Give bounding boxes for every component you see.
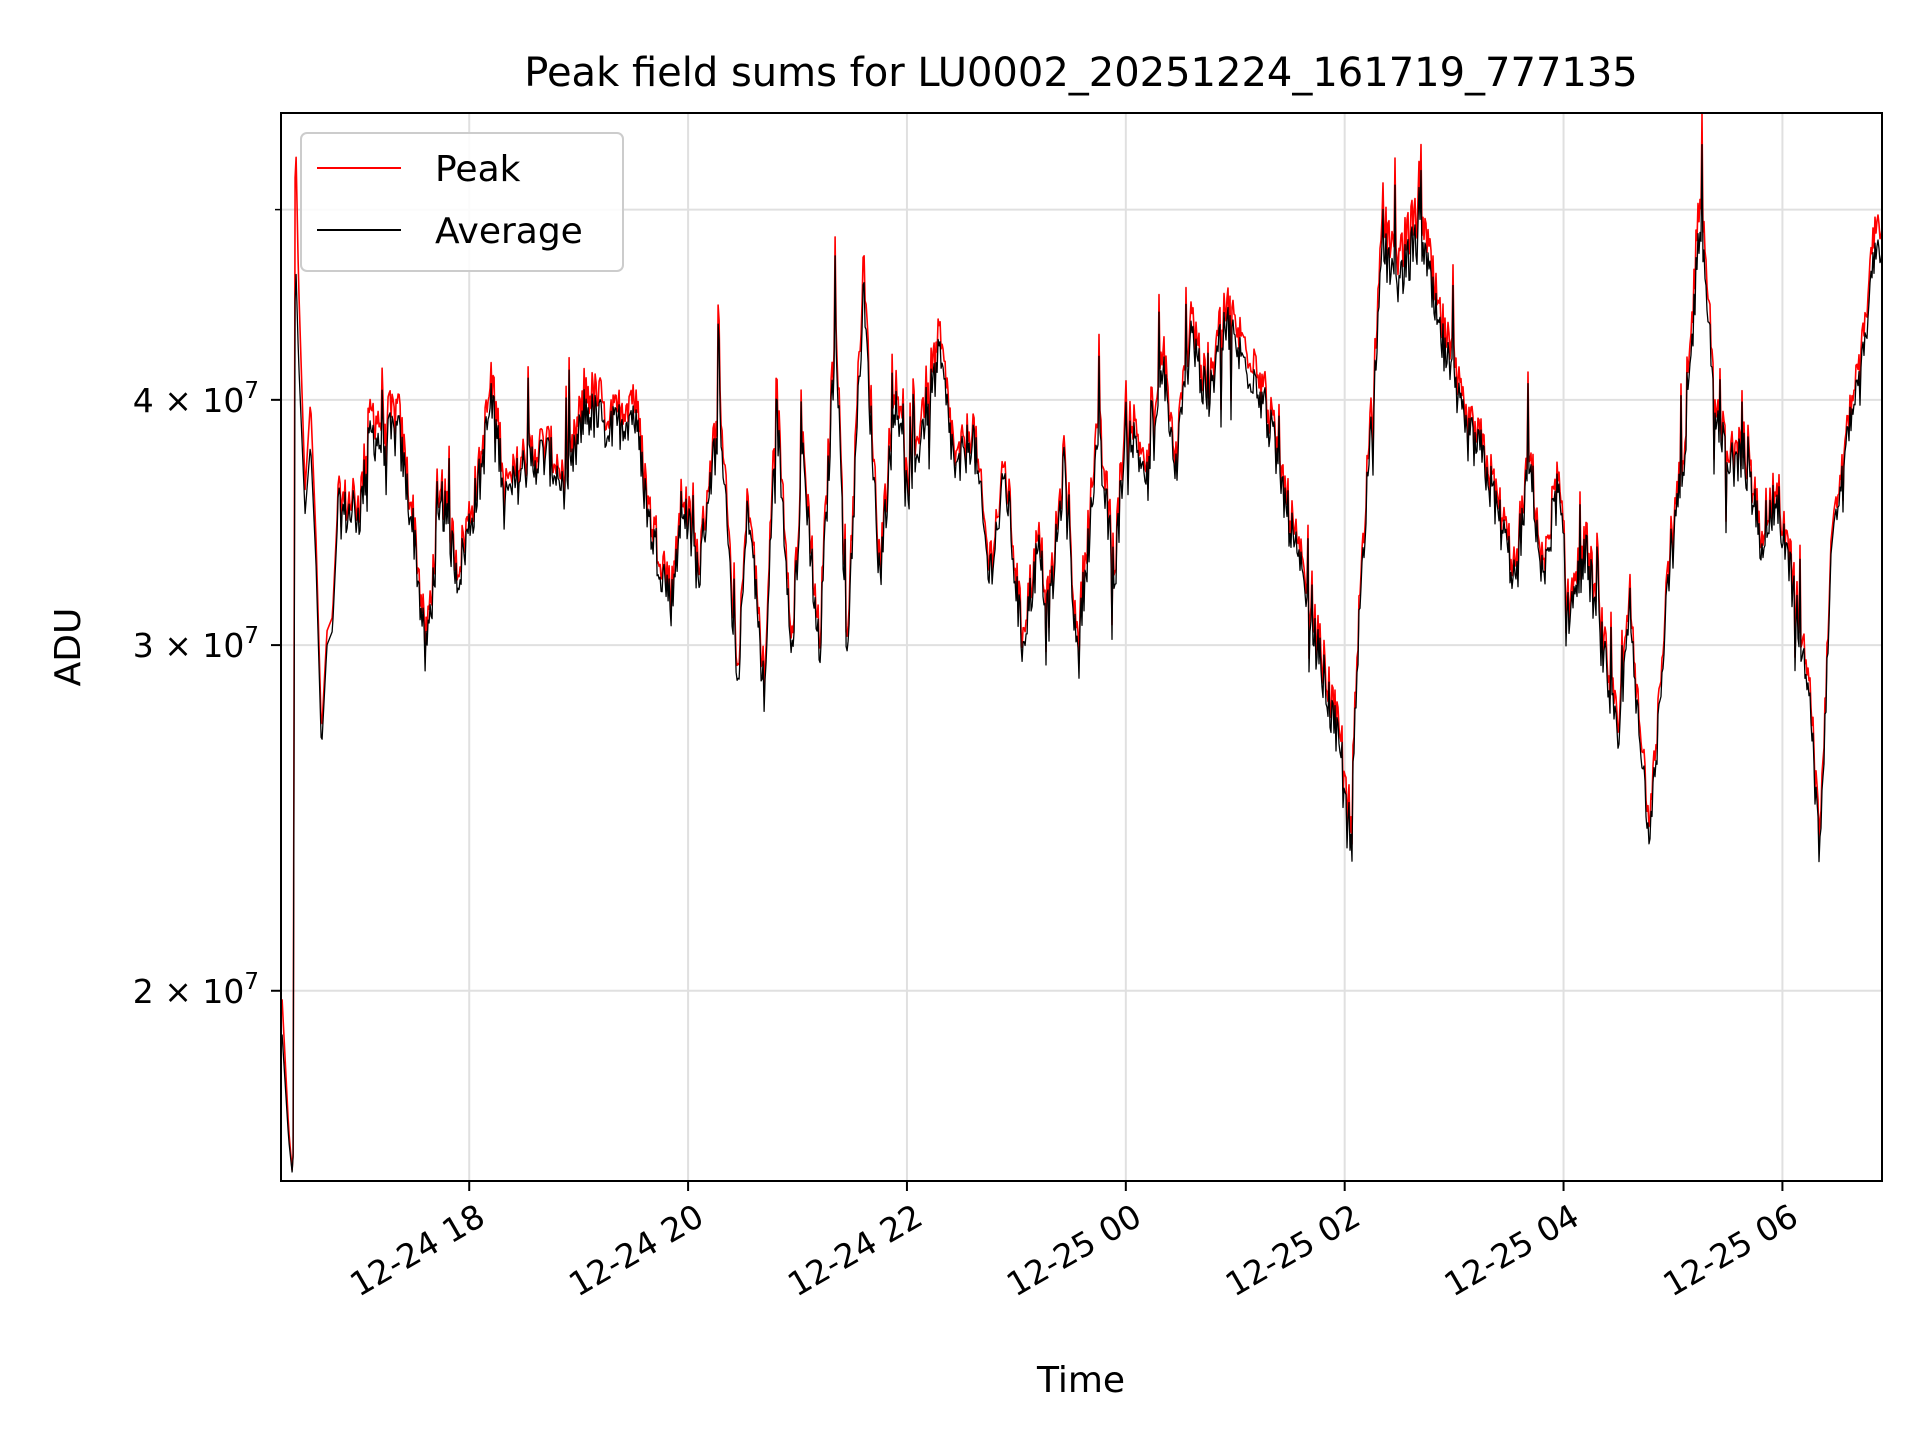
y-tick-label: 4 × 107 [133,378,259,420]
legend: Peak Average [300,132,624,272]
x-axis: 12-24 18 12-24 20 12-24 22 12-25 00 12-25 02… [343,1181,1804,1304]
x-tick-label: 12-25 02 [1219,1196,1367,1304]
series-line-peak [281,113,1882,1171]
x-tick-label: 12-25 00 [1000,1196,1148,1304]
series-line-average [281,144,1882,1173]
x-tick-label: 12-24 18 [343,1196,491,1304]
x-tick-label: 12-25 06 [1656,1196,1804,1304]
x-tick-label: 12-25 04 [1438,1196,1586,1304]
x-tick-label: 12-24 20 [562,1196,710,1304]
y-tick-label: 2 × 107 [133,969,259,1011]
grid [281,113,1882,1181]
chart-title: Peak field sums for LU0002_20251224_1617… [524,50,1638,96]
plot-area [281,113,1882,1173]
plot-frame [280,112,1883,1182]
y-tick-label: 3 × 107 [133,623,259,665]
x-axis-label: Time [1036,1360,1125,1401]
y-axis-label: ADU [48,608,89,687]
legend-label-average: Average [435,211,583,252]
x-tick-label: 12-24 22 [781,1196,929,1304]
legend-label-peak: Peak [435,149,521,190]
y-axis: 2 × 107 3 × 107 4 × 107 [133,208,281,1011]
